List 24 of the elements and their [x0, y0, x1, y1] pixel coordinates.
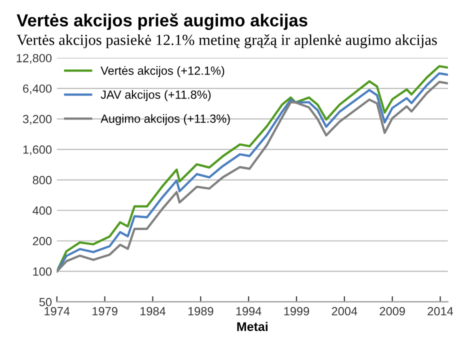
- x-tick-label: 1989: [188, 307, 214, 316]
- y-tick-label: 800: [32, 176, 52, 184]
- x-tick-label: 1999: [284, 307, 310, 316]
- chart-title: Vertės akcijos prieš augimo akcijas: [16, 13, 308, 30]
- y-tick-label: 50: [39, 298, 52, 306]
- x-tick-label: 1984: [140, 307, 166, 316]
- x-tick-label: 2014: [428, 307, 454, 316]
- x-tick-label: 1994: [236, 307, 262, 316]
- y-tick-label: 12,800: [16, 54, 52, 64]
- y-tick-label: 400: [32, 206, 52, 215]
- x-tick-label: 2004: [332, 307, 358, 316]
- y-tick-label: 6,400: [23, 84, 52, 94]
- legend-label: Augimo akcijos (+11.3%): [100, 114, 230, 126]
- y-tick-label: 100: [33, 267, 52, 276]
- legend-label: Vertės akcijos (+12.1%): [100, 66, 224, 78]
- y-tick-label: 200: [32, 236, 52, 246]
- x-axis-title: Metai: [237, 322, 268, 332]
- legend-label: JAV akcijos (+11.8%): [100, 90, 211, 102]
- y-tick-label: 3,200: [22, 114, 52, 125]
- x-tick-label: 1974: [44, 307, 70, 316]
- chart-subtitle: Vertės akcijos pasiekė 12.1% metinę grąžą ir aplenkė augimo akcijas: [16, 34, 437, 48]
- x-tick-label: 1979: [92, 307, 118, 316]
- y-tick-label: 1,600: [23, 145, 52, 156]
- x-tick-label: 2009: [380, 307, 405, 316]
